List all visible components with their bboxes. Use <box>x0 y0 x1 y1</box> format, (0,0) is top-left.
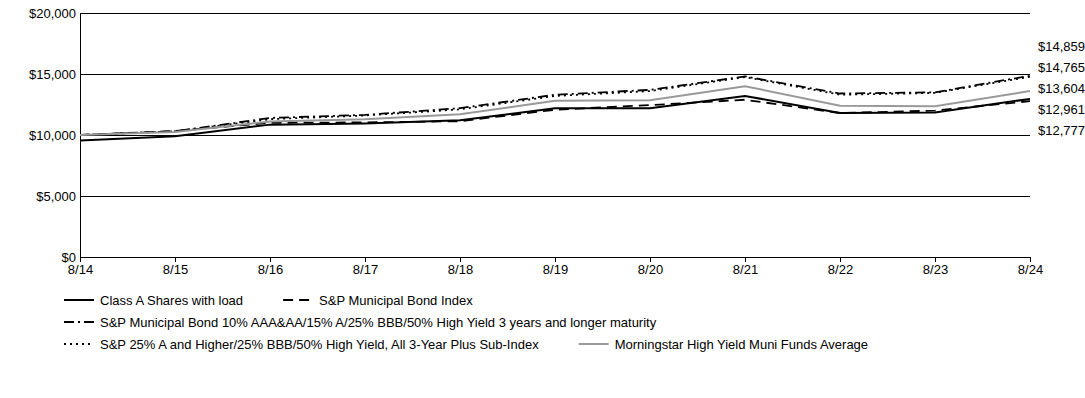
legend-label: S&P Municipal Bond Index <box>319 293 473 308</box>
data-label: $12,961 <box>1038 102 1085 117</box>
x-tick: 8/22 <box>828 257 853 277</box>
x-tick-label: 8/20 <box>638 262 663 277</box>
legend: Class A Shares with load S&P Municipal Bo… <box>64 293 868 352</box>
legend-label: S&P Municipal Bond 10% AAA&AA/15% A/25% … <box>100 315 657 330</box>
grid-line <box>80 196 1030 197</box>
legend-swatch <box>579 343 609 345</box>
x-tick: 8/16 <box>258 257 283 277</box>
legend-item: S&P Municipal Bond 10% AAA&AA/15% A/25% … <box>64 315 657 330</box>
grid-line <box>80 13 1030 14</box>
data-label: $12,777 <box>1038 123 1085 138</box>
chart: $0$5,000$10,000$15,000$20,0008/148/158/1… <box>0 0 1085 398</box>
plot: $0$5,000$10,000$15,000$20,0008/148/158/1… <box>29 6 1085 278</box>
x-tick: 8/20 <box>638 257 663 277</box>
legend-swatch <box>64 321 94 323</box>
legend-item: S&P 25% A and Higher/25% BBB/50% High Yi… <box>64 337 539 352</box>
data-label: $14,765 <box>1038 60 1085 75</box>
data-label: $14,859 <box>1038 39 1085 54</box>
x-tick-label: 8/21 <box>733 262 758 277</box>
y-tick-label: $15,000 <box>29 67 76 82</box>
x-tick-label: 8/15 <box>163 262 188 277</box>
x-tick-label: 8/16 <box>258 262 283 277</box>
x-tick-label: 8/19 <box>543 262 568 277</box>
x-tick: 8/18 <box>448 257 473 277</box>
x-tick: 8/23 <box>923 257 948 277</box>
legend-swatch <box>64 299 94 301</box>
x-tick: 8/17 <box>353 257 378 277</box>
legend-item: Class A Shares with load <box>64 293 243 308</box>
x-tick-label: 8/22 <box>828 262 853 277</box>
series-line <box>80 96 1030 141</box>
x-tick-label: 8/14 <box>68 262 93 277</box>
x-tick: 8/24 <box>1018 257 1043 277</box>
x-tick: 8/21 <box>733 257 758 277</box>
legend-item: Morningstar High Yield Muni Funds Averag… <box>579 337 868 352</box>
grid-line <box>80 135 1030 136</box>
grid-line <box>80 74 1030 75</box>
series-line <box>80 76 1030 135</box>
legend-item: S&P Municipal Bond Index <box>283 293 473 308</box>
y-tick: $5,000 <box>36 189 1030 204</box>
y-tick-label: $20,000 <box>29 6 76 21</box>
legend-swatch <box>283 299 313 301</box>
legend-swatch <box>64 343 94 345</box>
x-tick: 8/19 <box>543 257 568 277</box>
x-tick-label: 8/24 <box>1018 262 1043 277</box>
series-line <box>80 86 1030 135</box>
legend-label: Class A Shares with load <box>100 293 243 308</box>
legend-label: Morningstar High Yield Muni Funds Averag… <box>615 337 868 352</box>
x-tick: 8/15 <box>163 257 188 277</box>
lines <box>80 76 1030 141</box>
x-tick-label: 8/17 <box>353 262 378 277</box>
x-tick: 8/14 <box>68 257 93 277</box>
y-tick-label: $5,000 <box>36 189 76 204</box>
data-label: $13,604 <box>1038 81 1085 96</box>
x-tick-label: 8/23 <box>923 262 948 277</box>
x-axis: 8/14 8/15 8/16 8/17 8/18 8/19 8/20 8/21 8/22 8/23… <box>68 257 1043 277</box>
y-tick: $15,000 <box>29 67 1030 82</box>
series-line <box>80 77 1030 135</box>
x-tick-label: 8/18 <box>448 262 473 277</box>
y-tick: $20,000 <box>29 6 1030 21</box>
y-axis: $0$5,000$10,000$15,000$20,000 <box>29 6 1030 265</box>
y-tick-label: $10,000 <box>29 128 76 143</box>
y-axis-line <box>81 14 1031 258</box>
legend-label: S&P 25% A and Higher/25% BBB/50% High Yi… <box>100 337 539 352</box>
